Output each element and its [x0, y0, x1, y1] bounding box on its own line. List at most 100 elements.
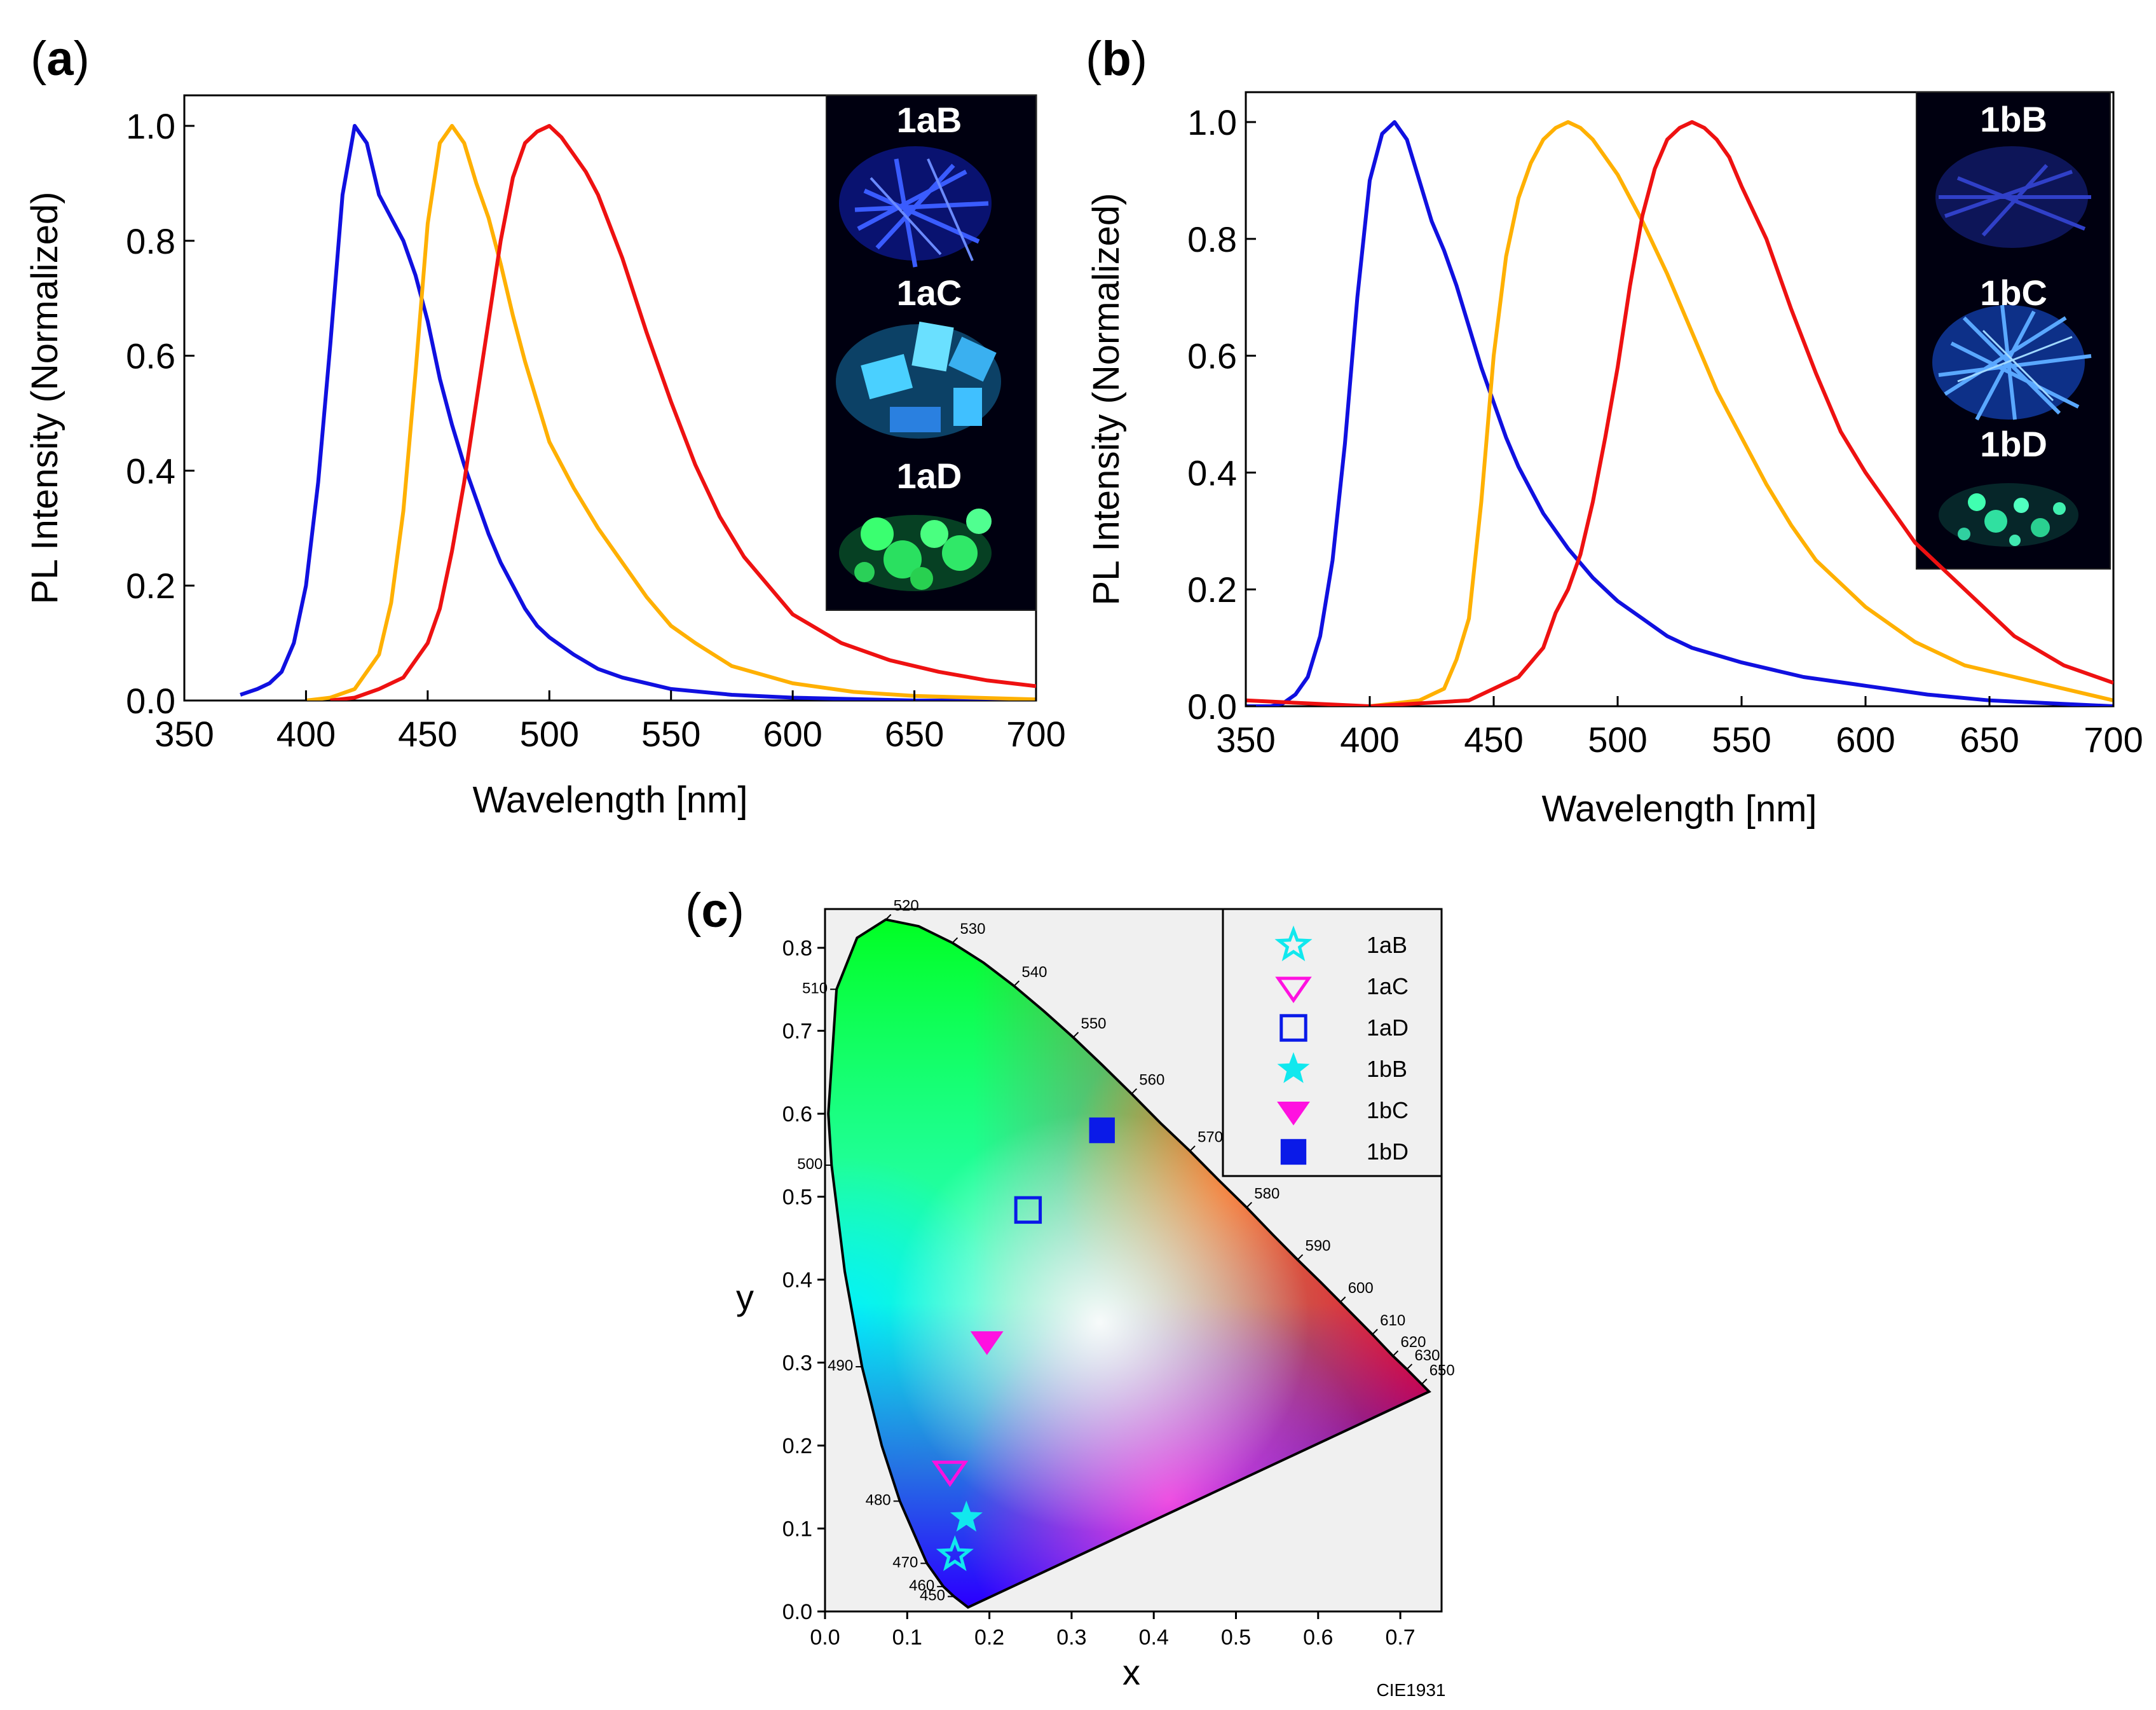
- y-axis-label-b: PL Intensity (Normalized): [1086, 193, 1127, 606]
- x-tick-label: 650: [1960, 720, 2019, 760]
- x-tick-label: 400: [1340, 720, 1399, 760]
- x-tick-label: 350: [1216, 720, 1275, 760]
- locus-label-580: 580: [1254, 1185, 1279, 1202]
- y-tick-label: 0.0: [1187, 687, 1237, 727]
- x-axis-b: 350 400 450 500 550 600 650 700: [1216, 696, 2143, 760]
- spectrum-line-a-red: [330, 124, 1036, 701]
- inset-label-1bC: 1bC: [1980, 273, 2047, 313]
- x-tick-label: 700: [1006, 714, 1065, 754]
- panel-b: (b) 1bB 1bC: [1086, 32, 2143, 830]
- panel-b-label: (b): [1086, 32, 1147, 86]
- locus-label-510: 510: [802, 980, 828, 997]
- x-axis-label-c: x: [1122, 1652, 1140, 1692]
- locus-label-490: 490: [828, 1357, 853, 1374]
- y-tick-label: 0.6: [1187, 336, 1237, 376]
- cie-spectral-locus: [827, 918, 1431, 1609]
- locus-label-570: 570: [1197, 1129, 1223, 1146]
- inset-label-1aD: 1aD: [897, 456, 962, 496]
- inset-photo-a: 1aB 1aC 1aD: [826, 95, 1037, 611]
- cie-point-1aC: [931, 1460, 969, 1488]
- crystal-1aB-image: [839, 146, 992, 268]
- locus-label-610: 610: [1380, 1312, 1405, 1329]
- inset-label-1aC: 1aC: [897, 273, 962, 313]
- locus-tick: [1340, 1296, 1346, 1303]
- locus-label-480: 480: [866, 1491, 891, 1508]
- legend-marker-1bD: [1280, 1139, 1307, 1165]
- x-tick-label: 0.0: [810, 1625, 840, 1650]
- y-tick-label: 1.0: [1187, 102, 1237, 142]
- y-tick-label: 1.0: [126, 106, 175, 146]
- cie-point-1aB: [936, 1535, 974, 1571]
- y-tick-label: 0.2: [1187, 570, 1237, 610]
- y-tick-label: 0.8: [126, 221, 175, 261]
- locus-tick: [1392, 1350, 1399, 1357]
- crystal-1bC-image: [1932, 304, 2092, 421]
- crystal-1aC-image: [836, 321, 1001, 439]
- x-axis-c: 0.0 0.1 0.2 0.3 0.4 0.5 0.6 0.7: [810, 1611, 1416, 1650]
- x-tick-label: 500: [1588, 720, 1647, 760]
- panel-a: (a): [24, 32, 1066, 821]
- legend-marker-1bB: [1277, 1052, 1310, 1083]
- series-group-b: [1246, 120, 2113, 706]
- locus-label-560: 560: [1139, 1072, 1164, 1089]
- cie-point-1bC: [970, 1331, 1004, 1355]
- spectrum-line-b-blue: [1246, 120, 2113, 706]
- legend-marker-1bC: [1277, 1102, 1310, 1126]
- locus-label-500: 500: [797, 1156, 822, 1173]
- inset-label-1bD: 1bD: [1980, 424, 2047, 464]
- crystal-1bB-image: [1935, 146, 2091, 248]
- y-tick-label: 0.1: [782, 1517, 812, 1542]
- locus-tick: [1406, 1364, 1413, 1370]
- y-tick-label: 0.8: [1187, 219, 1237, 259]
- crystal-1aD-image: [839, 509, 992, 591]
- y-axis-a: 0.0 0.2 0.4 0.6 0.8 1.0: [126, 106, 194, 721]
- y-tick-label: 0.6: [782, 1102, 812, 1126]
- spectrum-line-b-red: [1246, 120, 2113, 706]
- x-tick-label: 700: [2084, 720, 2143, 760]
- locus-label-590: 590: [1305, 1238, 1330, 1255]
- spectrum-line-b-orange: [1369, 120, 2113, 706]
- x-tick-label: 0.1: [892, 1625, 922, 1650]
- cie-point-1bB: [950, 1500, 983, 1532]
- cie-points: [931, 1117, 1115, 1571]
- y-axis-label-c: y: [736, 1277, 754, 1317]
- y-tick-label: 0.0: [782, 1600, 812, 1624]
- locus-label-650: 650: [1429, 1362, 1455, 1379]
- x-tick-label: 0.2: [974, 1625, 1004, 1650]
- legend-label-1aD: 1aD: [1367, 1015, 1409, 1041]
- x-axis-a: 350 400 450 500 550 600 650 700: [154, 690, 1066, 754]
- x-tick-label: 0.7: [1385, 1625, 1415, 1650]
- locus-tick: [1421, 1378, 1428, 1385]
- inset-label-1bB: 1bB: [1980, 99, 2047, 139]
- locus-tick: [1246, 1201, 1253, 1208]
- legend-label-1bC: 1bC: [1367, 1097, 1409, 1123]
- y-tick-label: 0.2: [126, 566, 175, 606]
- x-tick-label: 500: [520, 714, 579, 754]
- y-tick-label: 0.4: [1187, 453, 1237, 493]
- locus-label-630: 630: [1414, 1347, 1440, 1364]
- legend-marker-1aB: [1274, 925, 1313, 962]
- y-tick-label: 0.2: [782, 1434, 812, 1458]
- inset-photo-b: 1bB 1bC 1bD: [1916, 92, 2111, 570]
- locus-label-620: 620: [1400, 1334, 1426, 1351]
- y-axis-b: 0.0 0.2 0.4 0.6 0.8 1.0: [1187, 102, 1256, 727]
- locus-label-450: 450: [920, 1587, 945, 1604]
- legend: 1aB 1aC 1aD 1bB 1bC 1bD: [1222, 908, 1443, 1177]
- x-tick-label: 550: [1712, 720, 1771, 760]
- legend-label-1bD: 1bD: [1367, 1139, 1409, 1165]
- crystal-1bD-image: [1939, 483, 2078, 547]
- y-axis-label-a: PL Intensity (Normalized): [24, 192, 65, 605]
- x-tick-label: 650: [885, 714, 944, 754]
- legend-label-1bB: 1bB: [1367, 1056, 1407, 1082]
- locus-label-470: 470: [892, 1554, 918, 1571]
- y-axis-c: 0.0 0.1 0.2 0.3 0.4 0.5 0.6 0.7 0.8: [782, 936, 825, 1624]
- y-tick-label: 0.3: [782, 1351, 812, 1376]
- legend-marker-1aC: [1275, 976, 1312, 1003]
- y-tick-label: 0.4: [126, 451, 175, 491]
- locus-label-530: 530: [960, 920, 985, 938]
- x-tick-label: 350: [154, 714, 214, 754]
- panel-c-label: (c): [685, 884, 744, 938]
- x-tick-label: 0.3: [1056, 1625, 1086, 1650]
